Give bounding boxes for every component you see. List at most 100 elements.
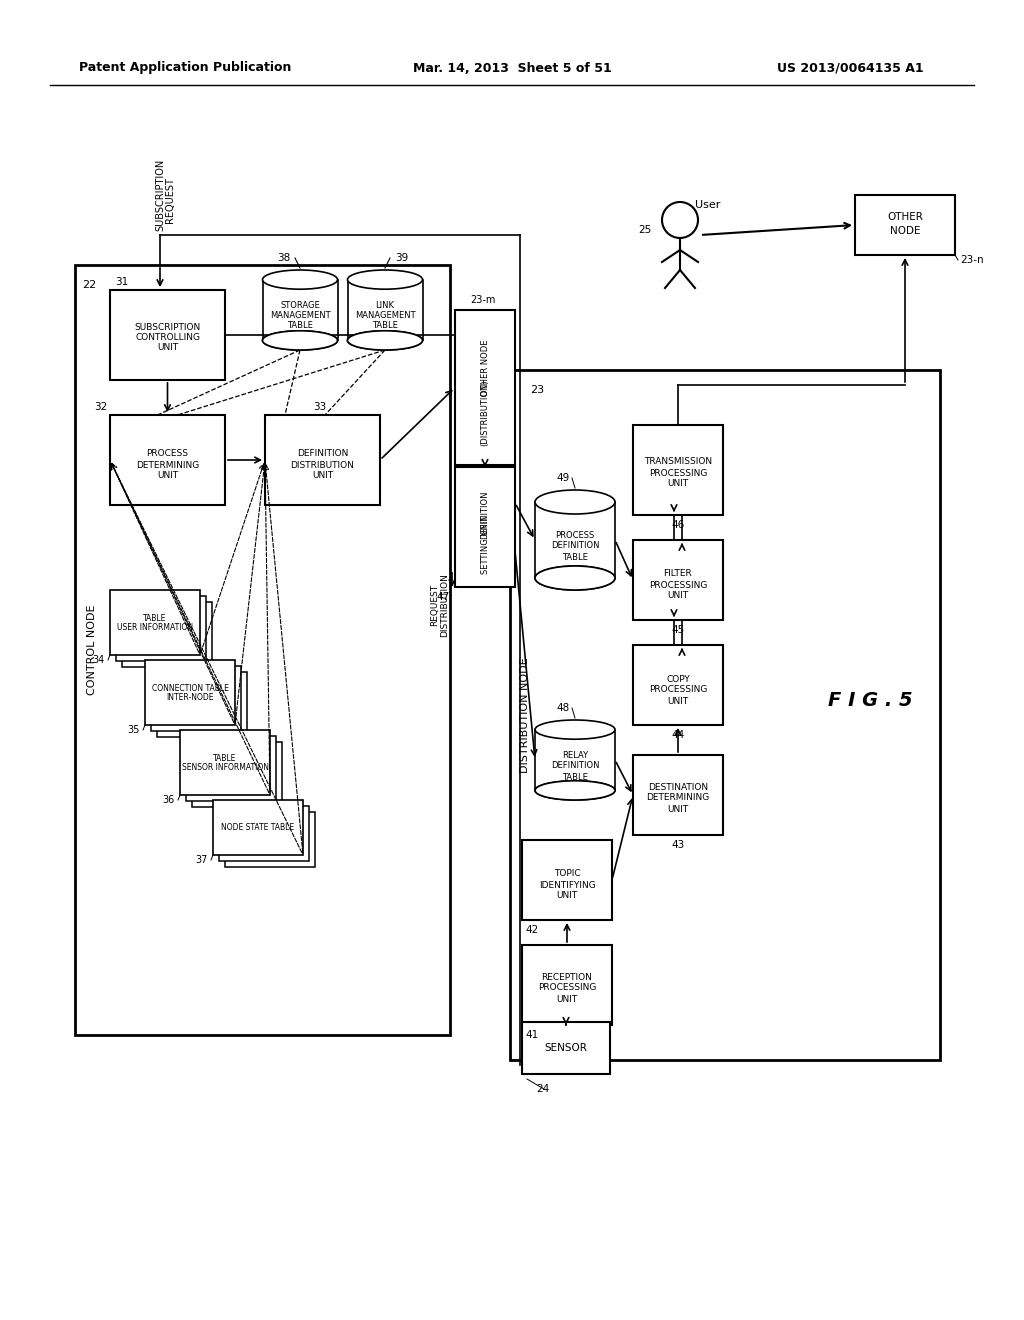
- Text: 46: 46: [672, 520, 685, 531]
- Text: F I G . 5: F I G . 5: [827, 690, 912, 710]
- Text: 23: 23: [530, 385, 544, 395]
- Text: DISTRIBUTION: DISTRIBUTION: [291, 461, 354, 470]
- Text: RECEPTION: RECEPTION: [542, 973, 593, 982]
- Text: SUBSCRIPTION: SUBSCRIPTION: [134, 322, 201, 331]
- Text: NODE: NODE: [890, 226, 921, 236]
- Bar: [116, 597, 206, 661]
- Text: 24: 24: [536, 1084, 549, 1094]
- Text: UNIT: UNIT: [157, 342, 178, 351]
- Bar: [510, 370, 940, 1060]
- Text: DEFINITION: DEFINITION: [297, 450, 348, 458]
- Bar: [110, 414, 225, 506]
- Text: TABLE: TABLE: [372, 321, 398, 330]
- Ellipse shape: [262, 271, 338, 289]
- Bar: [455, 310, 515, 465]
- Text: SENSOR INFORMATION: SENSOR INFORMATION: [181, 763, 268, 772]
- Text: IDENTIFYING: IDENTIFYING: [539, 880, 595, 890]
- Bar: [265, 414, 380, 506]
- Bar: [110, 290, 225, 380]
- Ellipse shape: [535, 781, 615, 800]
- Bar: [633, 645, 723, 725]
- Text: USER INFORMATION: USER INFORMATION: [117, 623, 194, 632]
- Ellipse shape: [262, 331, 338, 350]
- Text: STORAGE: STORAGE: [281, 301, 319, 309]
- Text: 33: 33: [313, 403, 327, 412]
- Text: MANAGEMENT: MANAGEMENT: [354, 310, 416, 319]
- Text: SUBSCRIPTION: SUBSCRIPTION: [155, 158, 165, 231]
- Text: 47: 47: [437, 591, 450, 602]
- Text: 31: 31: [115, 277, 128, 286]
- Text: 25: 25: [638, 224, 651, 235]
- Text: DEFINITION: DEFINITION: [480, 491, 489, 540]
- Bar: [633, 425, 723, 515]
- Text: DISTRIBUTION NODE: DISTRIBUTION NODE: [520, 657, 530, 772]
- Bar: [145, 660, 234, 725]
- Bar: [347, 280, 423, 341]
- Bar: [75, 265, 450, 1035]
- Bar: [535, 730, 615, 791]
- Text: 49: 49: [557, 473, 570, 483]
- Ellipse shape: [535, 566, 615, 590]
- Text: CONTROLLING: CONTROLLING: [135, 333, 200, 342]
- Text: PROCESSING: PROCESSING: [649, 581, 708, 590]
- Text: 23-m: 23-m: [470, 294, 496, 305]
- Text: 35: 35: [128, 725, 140, 735]
- Text: TABLE: TABLE: [562, 772, 588, 781]
- Bar: [633, 540, 723, 620]
- Text: DESTINATION: DESTINATION: [648, 783, 708, 792]
- Ellipse shape: [535, 490, 615, 513]
- Text: UNIT: UNIT: [668, 591, 688, 601]
- Text: OTHER: OTHER: [887, 213, 923, 222]
- Text: MANAGEMENT: MANAGEMENT: [269, 310, 331, 319]
- Bar: [855, 195, 955, 255]
- Text: 32: 32: [94, 403, 106, 412]
- Bar: [180, 730, 270, 795]
- Text: 36: 36: [163, 795, 175, 805]
- Text: Patent Application Publication: Patent Application Publication: [79, 62, 291, 74]
- Bar: [225, 812, 315, 867]
- Text: UNIT: UNIT: [157, 471, 178, 480]
- Text: 23-n: 23-n: [961, 255, 984, 265]
- Text: REQUEST: REQUEST: [165, 177, 175, 223]
- Bar: [193, 742, 282, 807]
- Text: PROCESS: PROCESS: [555, 531, 595, 540]
- Text: TRANSMISSION: TRANSMISSION: [644, 458, 712, 466]
- Bar: [122, 602, 212, 667]
- Text: User: User: [695, 201, 720, 210]
- Text: 38: 38: [276, 253, 290, 263]
- Text: PROCESSING: PROCESSING: [649, 685, 708, 694]
- Text: NODE STATE TABLE: NODE STATE TABLE: [221, 822, 295, 832]
- Text: DETERMINING: DETERMINING: [136, 461, 199, 470]
- Text: UNIT: UNIT: [556, 994, 578, 1003]
- Text: COPY: COPY: [667, 675, 690, 684]
- Text: CONTROL NODE: CONTROL NODE: [87, 605, 97, 696]
- Text: 39: 39: [395, 253, 409, 263]
- Bar: [522, 1022, 610, 1074]
- Text: UNIT: UNIT: [312, 471, 333, 480]
- Text: UNIT: UNIT: [668, 479, 688, 488]
- Ellipse shape: [535, 566, 615, 590]
- Ellipse shape: [347, 331, 423, 350]
- Text: UNIT: UNIT: [556, 891, 578, 900]
- Text: CONNECTION TABLE: CONNECTION TABLE: [152, 684, 228, 693]
- Text: PROCESSING: PROCESSING: [649, 469, 708, 478]
- Bar: [157, 672, 247, 737]
- Ellipse shape: [347, 331, 423, 350]
- Text: FILTER: FILTER: [664, 569, 692, 578]
- Text: Mar. 14, 2013  Sheet 5 of 51: Mar. 14, 2013 Sheet 5 of 51: [413, 62, 611, 74]
- Text: RELAY: RELAY: [562, 751, 588, 759]
- Bar: [219, 807, 309, 861]
- Text: UNIT: UNIT: [668, 697, 688, 705]
- Text: TABLE: TABLE: [287, 321, 313, 330]
- Bar: [522, 945, 612, 1026]
- Text: 42: 42: [525, 925, 539, 935]
- Text: 22: 22: [82, 280, 96, 290]
- Text: LINK: LINK: [376, 301, 394, 309]
- Text: DETERMINING: DETERMINING: [646, 793, 710, 803]
- Bar: [455, 467, 515, 587]
- Text: SENSOR: SENSOR: [545, 1043, 588, 1053]
- Bar: [633, 755, 723, 836]
- Text: OTHER NODE: OTHER NODE: [480, 339, 489, 396]
- Text: UNIT: UNIT: [668, 804, 688, 813]
- Bar: [535, 502, 615, 578]
